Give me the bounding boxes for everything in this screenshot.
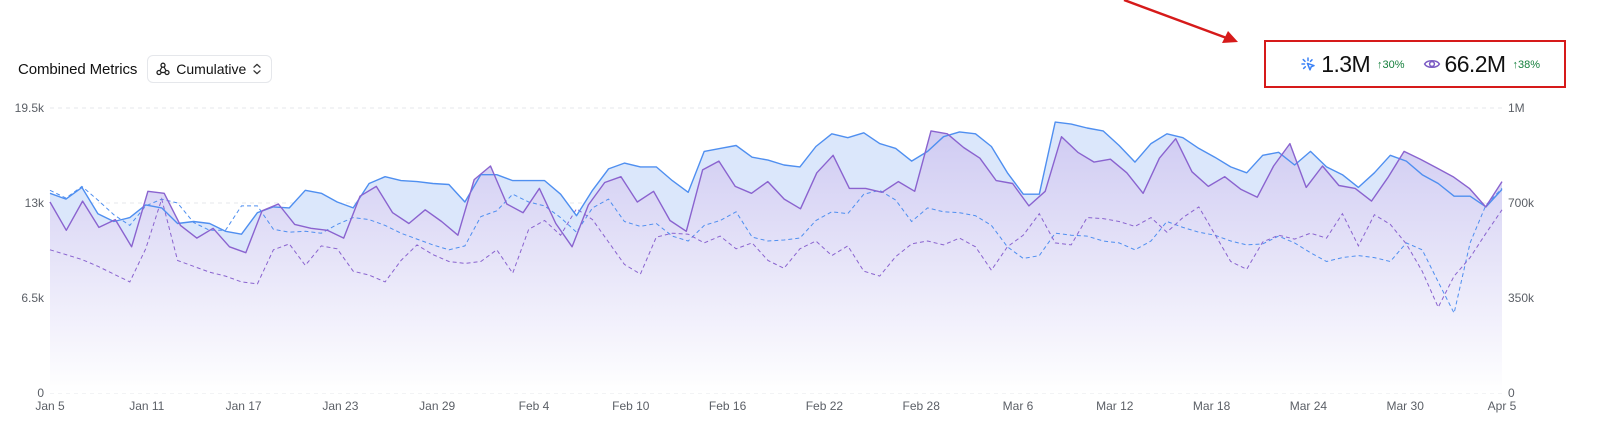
y-left-tick-label: 0 xyxy=(37,386,44,400)
kpi-clicks-delta: ↑30% xyxy=(1377,59,1405,71)
y-right-tick-label: 350k xyxy=(1508,291,1535,305)
views-area xyxy=(50,130,1502,393)
y-left-tick-label: 19.5k xyxy=(15,101,45,115)
kpi-clicks-value: 1.3M xyxy=(1321,50,1370,77)
chart-header: Combined Metrics Cumulative xyxy=(18,55,273,83)
kpi-views-value: 66.2M xyxy=(1444,50,1507,77)
chart-lines xyxy=(49,121,1503,315)
x-tick-label: Mar 12 xyxy=(1096,399,1134,413)
nodes-icon xyxy=(156,62,170,76)
kpi-views: 66.2M ↑38% xyxy=(1423,51,1540,78)
views-line xyxy=(49,130,1503,254)
x-tick-label: Feb 22 xyxy=(806,399,844,413)
y-right-tick-label: 700k xyxy=(1508,196,1535,210)
x-tick-label: Apr 5 xyxy=(1488,399,1517,413)
kpi-clicks: 1.3M ↑30% xyxy=(1299,50,1405,78)
mode-selector-label: Cumulative xyxy=(176,61,247,77)
eye-icon xyxy=(1423,59,1440,69)
x-tick-label: Mar 18 xyxy=(1193,399,1231,413)
chart-areas xyxy=(50,122,1502,393)
x-tick-label: Jan 17 xyxy=(226,399,262,413)
x-tick-label: Jan 11 xyxy=(129,399,164,413)
y-left-tick-label: 6.5k xyxy=(21,291,45,305)
views-previous-line xyxy=(49,197,1503,309)
x-tick-label: Jan 29 xyxy=(419,399,455,413)
clicks-line xyxy=(49,121,1503,235)
x-tick-label: Mar 24 xyxy=(1290,399,1328,413)
click-icon xyxy=(1301,57,1316,71)
y-axis-right: 0 350k 700k 1M xyxy=(1508,101,1535,400)
x-tick-label: Mar 6 xyxy=(1003,399,1034,413)
x-tick-label: Jan 23 xyxy=(322,399,358,413)
x-tick-label: Jan 5 xyxy=(35,399,65,413)
clicks-previous-line xyxy=(49,185,1503,315)
mode-selector[interactable]: Cumulative xyxy=(147,55,273,83)
y-right-tick-label: 0 xyxy=(1508,386,1515,400)
chart-title: Combined Metrics xyxy=(18,60,138,78)
y-right-tick-label: 1M xyxy=(1508,101,1525,115)
x-tick-label: Feb 10 xyxy=(612,399,650,413)
x-axis: Jan 5 Jan 11 Jan 17 Jan 23 Jan 29 Feb 4 Feb 10… xyxy=(35,399,1516,413)
kpi-highlight-box: 1.3M ↑30% 66.2M ↑38% xyxy=(1264,40,1566,88)
y-left-tick-label: 13k xyxy=(25,196,45,210)
chevron-up-down-icon xyxy=(253,63,261,75)
y-axis-left: 0 6.5k 13k 19.5k xyxy=(15,101,45,400)
x-tick-label: Feb 16 xyxy=(709,399,747,413)
x-tick-label: Feb 4 xyxy=(519,399,550,413)
x-tick-label: Feb 28 xyxy=(903,399,941,413)
x-tick-label: Mar 30 xyxy=(1387,399,1425,413)
kpi-views-delta: ↑38% xyxy=(1512,59,1540,71)
